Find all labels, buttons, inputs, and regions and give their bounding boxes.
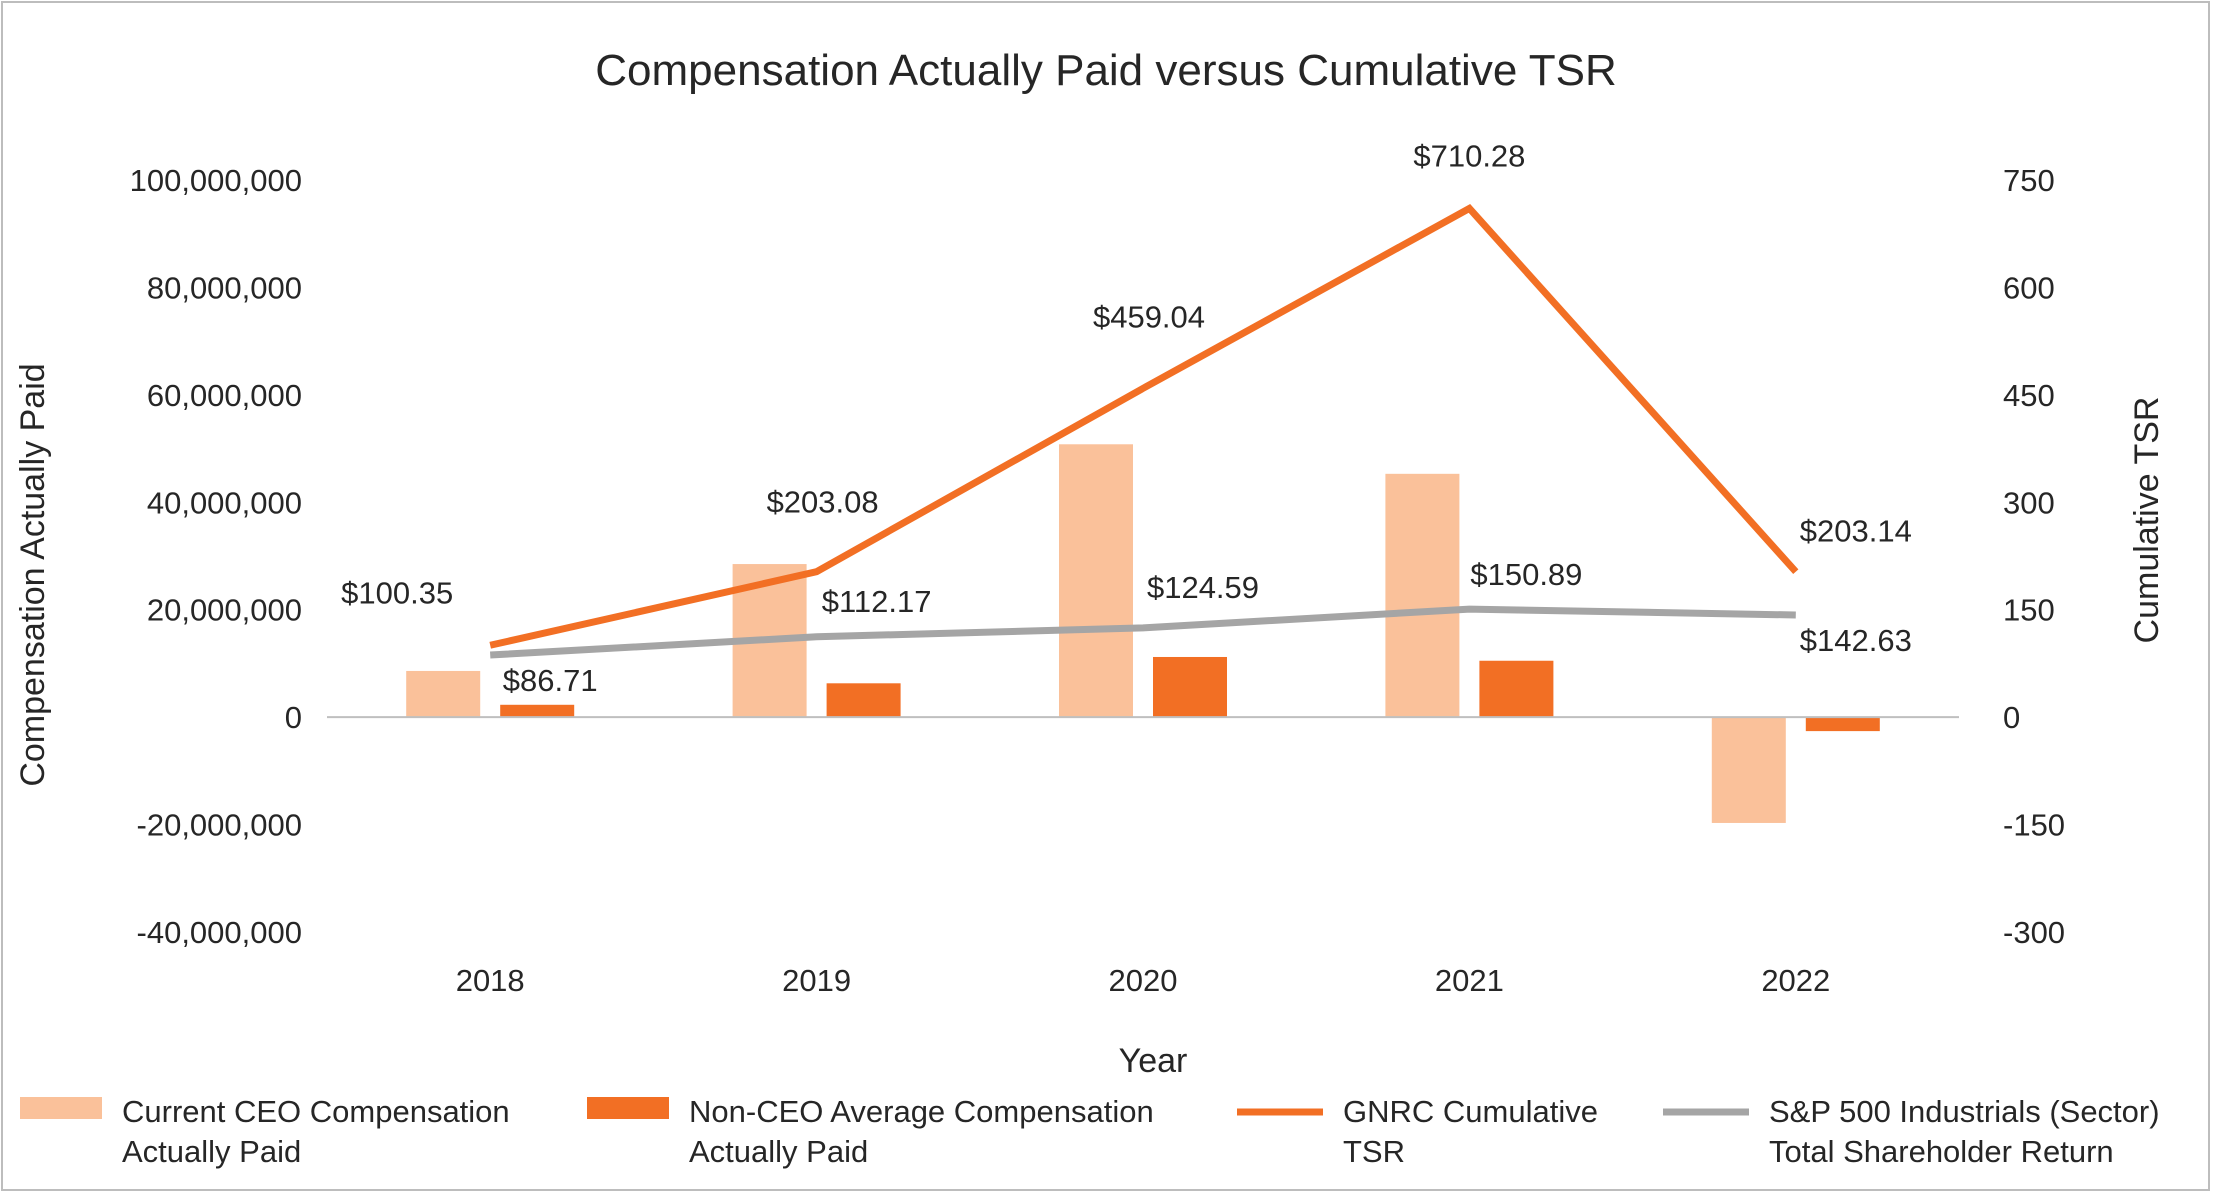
x-tick-label: 2022 xyxy=(1761,963,1830,998)
y-left-tick-label: -40,000,000 xyxy=(137,915,302,950)
y-left-tick-label: 60,000,000 xyxy=(147,378,302,413)
y-right-tick-label: -300 xyxy=(2003,915,2065,950)
sp500-tsr-data-label: $124.59 xyxy=(1147,570,1259,605)
ceo-cap-bar xyxy=(1059,444,1133,718)
y-left-tick-label: 40,000,000 xyxy=(147,485,302,520)
y-right-tick-label: 0 xyxy=(2003,700,2020,735)
legend-non-ceo-cap-text: Non-CEO Average Compensation xyxy=(689,1094,1154,1129)
y-right-tick-label: 450 xyxy=(2003,378,2055,413)
y-left-tick-label: 0 xyxy=(285,700,302,735)
chart-title: Compensation Actually Paid versus Cumula… xyxy=(595,46,1616,95)
plot-area: 100,000,000 80,000,000 60,000,000 40,000,00… xyxy=(130,138,2065,998)
non-ceo-cap-bar xyxy=(1479,660,1554,718)
gnrc-tsr-data-label: $710.28 xyxy=(1413,138,1525,173)
x-tick-label: 2019 xyxy=(782,963,851,998)
ceo-cap-bar xyxy=(1385,473,1460,718)
x-tick-label: 2018 xyxy=(456,963,525,998)
ceo-cap-bar xyxy=(406,670,481,718)
non-ceo-cap-bar xyxy=(826,683,901,718)
x-tick-label: 2020 xyxy=(1109,963,1178,998)
legend-non-ceo-cap-swatch xyxy=(587,1097,669,1119)
legend-gnrc-tsr-text: GNRC Cumulative xyxy=(1343,1094,1598,1129)
y-left-tick-label: 20,000,000 xyxy=(147,593,302,628)
legend-non-ceo-cap-text: Actually Paid xyxy=(689,1134,868,1169)
sp500-tsr-data-label: $86.71 xyxy=(503,663,598,698)
sp500-tsr-data-label: $112.17 xyxy=(822,584,932,619)
legend-sp500-tsr-text: Total Shareholder Return xyxy=(1769,1134,2114,1169)
non-ceo-cap-bar xyxy=(1153,656,1227,718)
non-ceo-cap-bar xyxy=(500,704,575,718)
y-left-tick-label: -20,000,000 xyxy=(137,808,302,843)
y-right-tick-label: 600 xyxy=(2003,270,2055,305)
gnrc-tsr-data-label: $100.35 xyxy=(341,575,453,610)
gnrc-tsr-line xyxy=(489,204,1799,649)
y-right-tick-label: 300 xyxy=(2003,485,2055,520)
y-left-tick-label: 80,000,000 xyxy=(147,270,302,305)
ceo-cap-bar xyxy=(1711,717,1786,823)
y-right-tick-label: -150 xyxy=(2003,808,2065,843)
legend-ceo-cap-text: Current CEO Compensation xyxy=(122,1094,510,1129)
sp500-industrials-tsr-line xyxy=(490,605,1796,659)
legend-gnrc-tsr-text: TSR xyxy=(1343,1134,1405,1169)
x-tick-label: 2021 xyxy=(1435,963,1504,998)
y-axis-right-label: Cumulative TSR xyxy=(2128,397,2166,644)
legend-sp500-tsr-text: S&P 500 Industrials (Sector) xyxy=(1769,1094,2160,1129)
non-ceo-cap-bar xyxy=(1805,717,1880,732)
sp500-tsr-data-label: $150.89 xyxy=(1470,557,1582,592)
legend-ceo-cap-swatch xyxy=(20,1097,102,1119)
legend: Current CEO Compensation Actually Paid Non… xyxy=(20,1094,2160,1169)
gnrc-tsr-data-label: $203.08 xyxy=(767,485,879,520)
gnrc-tsr-data-label: $203.14 xyxy=(1800,514,1912,549)
y-left-tick-label: 100,000,000 xyxy=(130,163,302,198)
y-right-tick-label: 750 xyxy=(2003,163,2055,198)
sp500-tsr-data-label: $142.63 xyxy=(1800,623,1912,658)
y-axis-left-label: Compensation Actually Paid xyxy=(14,363,52,786)
x-axis-label: Year xyxy=(1119,1042,1188,1080)
legend-ceo-cap-text: Actually Paid xyxy=(122,1134,301,1169)
gnrc-tsr-data-label: $459.04 xyxy=(1093,299,1205,334)
y-right-tick-label: 150 xyxy=(2003,593,2055,628)
